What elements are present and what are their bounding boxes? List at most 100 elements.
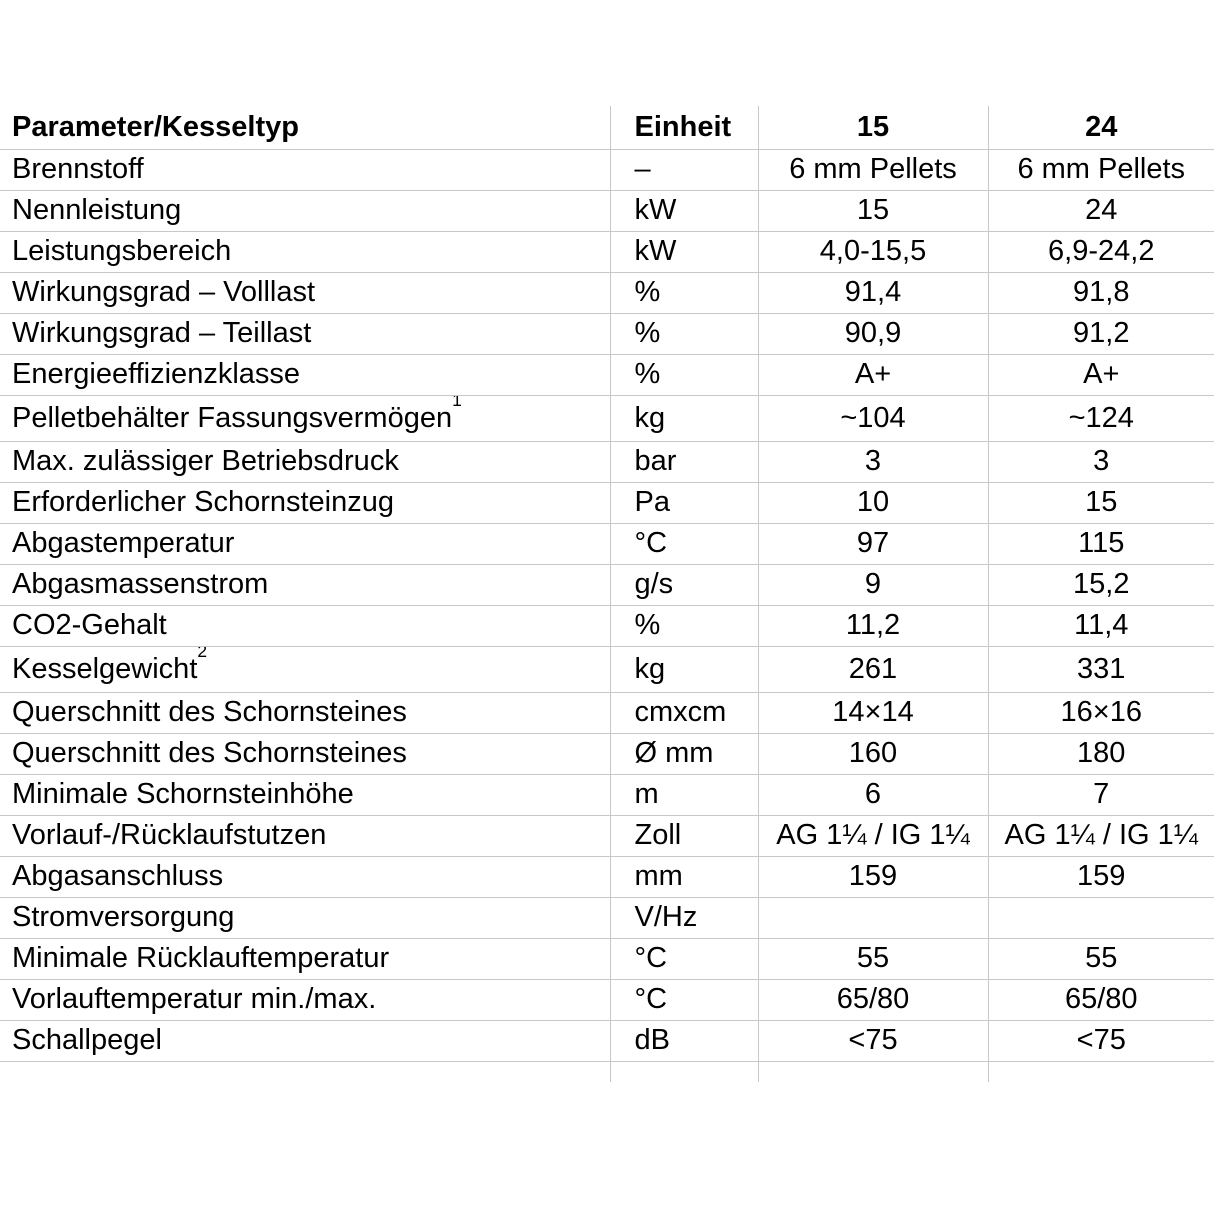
- value-cell-model-24: [988, 897, 1214, 939]
- parameter-cell: Minimale Rücklauftemperatur: [0, 938, 611, 980]
- value-cell-model-15: 9: [758, 564, 989, 606]
- parameter-cell: Leistungsbereich: [0, 231, 611, 273]
- parameter-cell: Querschnitt des Schornsteines: [0, 733, 611, 775]
- header-model-24: 24: [988, 106, 1214, 150]
- value-cell-model-15: 14×14: [758, 692, 989, 734]
- value-cell-model-15: 261: [758, 646, 989, 693]
- unit-cell: –: [610, 149, 759, 191]
- parameter-cell: Vorlauftemperatur min./max.: [0, 979, 611, 1021]
- value-cell-model-24: 6 mm Pellets: [988, 149, 1214, 191]
- parameter-cell: Stromversorgung: [0, 897, 611, 939]
- table-row: Schallpegel dB <75 <75: [0, 1020, 1214, 1062]
- table-row: Brennstoff –6 mm Pellets 6 mm Pellets: [0, 149, 1214, 191]
- unit-cell: °C: [610, 938, 759, 980]
- value-cell-model-24: 16×16: [988, 692, 1214, 734]
- value-cell-model-15: 10: [758, 482, 989, 524]
- parameter-cell: Wirkungsgrad – Teillast: [0, 313, 611, 355]
- table-row: Vorlauftemperatur min./max. °C 65/80 65/80: [0, 979, 1214, 1021]
- unit-cell: %: [610, 272, 759, 314]
- value-cell-model-15: AG 1¼ / IG 1¼: [758, 815, 989, 857]
- unit-cell: m: [610, 774, 759, 816]
- parameter-cell: Wirkungsgrad – Volllast: [0, 272, 611, 314]
- value-cell-model-15: 15: [758, 190, 989, 232]
- value-cell-model-15: 6 mm Pellets: [758, 149, 989, 191]
- table-row: Max. zulässiger Betriebsdruck bar 3 3: [0, 441, 1214, 483]
- parameter-cell: Nennleistung: [0, 190, 611, 232]
- value-cell-model-24: 7: [988, 774, 1214, 816]
- table-row: Querschnitt des Schornsteines Ø mm 160 180: [0, 733, 1214, 775]
- table-row: Wirkungsgrad – Teillast% 90,9 91,2: [0, 313, 1214, 355]
- value-cell-model-15: 90,9: [758, 313, 989, 355]
- unit-cell: kW: [610, 231, 759, 273]
- parameter-cell: Brennstoff: [0, 149, 611, 191]
- table-row: Leistungsbereich kW 4,0-15,5 6,9-24,2: [0, 231, 1214, 273]
- table-header: Parameter/Kesseltyp Einheit 15 24: [0, 106, 1214, 150]
- unit-cell: V/Hz: [610, 897, 759, 939]
- header-row: Parameter/Kesseltyp Einheit 15 24: [0, 106, 1214, 150]
- value-cell-model-24: 3: [988, 441, 1214, 483]
- table-row: Erforderlicher Schornsteinzug Pa 10 15: [0, 482, 1214, 524]
- table-row: Abgasanschluss mm 159 159: [0, 856, 1214, 898]
- unit-cell: cmxcm: [610, 692, 759, 734]
- value-cell-model-24: [988, 1061, 1214, 1082]
- table-row: Vorlauf-/Rücklaufstutzen Zoll AG 1¼ / IG 1…: [0, 815, 1214, 857]
- parameter-cell: Erforderlicher Schornsteinzug: [0, 482, 611, 524]
- empty-row: [0, 1061, 1214, 1082]
- header-unit: Einheit: [610, 106, 759, 150]
- table-row: Nennleistung kW 15 24: [0, 190, 1214, 232]
- unit-cell: bar: [610, 441, 759, 483]
- value-cell-model-15: 97: [758, 523, 989, 565]
- value-cell-model-24: 6,9-24,2: [988, 231, 1214, 273]
- value-cell-model-15: [758, 1061, 989, 1082]
- table-row: Abgastemperatur °C 97 115: [0, 523, 1214, 565]
- parameter-cell: CO2-Gehalt: [0, 605, 611, 647]
- unit-cell: Ø mm: [610, 733, 759, 775]
- footnote-marker: 2: [197, 646, 208, 662]
- parameter-cell: Pelletbehälter Fassungsvermögen1: [0, 395, 611, 442]
- parameter-cell: Max. zulässiger Betriebsdruck: [0, 441, 611, 483]
- unit-cell: mm: [610, 856, 759, 898]
- value-cell-model-24: ~124: [988, 395, 1214, 442]
- value-cell-model-24: 91,2: [988, 313, 1214, 355]
- value-cell-model-24: 180: [988, 733, 1214, 775]
- parameter-cell: Abgastemperatur: [0, 523, 611, 565]
- parameter-cell: Minimale Schornsteinhöhe: [0, 774, 611, 816]
- value-cell-model-24: 15,2: [988, 564, 1214, 606]
- unit-cell: kW: [610, 190, 759, 232]
- value-cell-model-15: 11,2: [758, 605, 989, 647]
- value-cell-model-15: ~104: [758, 395, 989, 442]
- unit-cell: [610, 1061, 759, 1082]
- table-row: Wirkungsgrad – Volllast% 91,4 91,8: [0, 272, 1214, 314]
- value-cell-model-15: [758, 897, 989, 939]
- table-row: Minimale Schornsteinhöhe m 6 7: [0, 774, 1214, 816]
- table-row: Stromversorgung V/Hz: [0, 897, 1214, 939]
- parameter-cell: Querschnitt des Schornsteines: [0, 692, 611, 734]
- value-cell-model-24: 115: [988, 523, 1214, 565]
- unit-cell: Pa: [610, 482, 759, 524]
- value-cell-model-15: A+: [758, 354, 989, 396]
- value-cell-model-24: <75: [988, 1020, 1214, 1062]
- spec-table: Parameter/Kesseltyp Einheit 15 24 Brenns…: [0, 106, 1214, 1082]
- unit-cell: %: [610, 605, 759, 647]
- value-cell-model-15: 4,0-15,5: [758, 231, 989, 273]
- value-cell-model-24: 15: [988, 482, 1214, 524]
- parameter-cell: Kesselgewicht2: [0, 646, 611, 693]
- value-cell-model-15: 91,4: [758, 272, 989, 314]
- table-row: Minimale Rücklauftemperatur °C 55 55: [0, 938, 1214, 980]
- table-row: Abgasmassenstrom g/s 9 15,2: [0, 564, 1214, 606]
- value-cell-model-15: 6: [758, 774, 989, 816]
- value-cell-model-24: 331: [988, 646, 1214, 693]
- table-row: Energieeffizienzklasse% A+ A+: [0, 354, 1214, 396]
- value-cell-model-15: 3: [758, 441, 989, 483]
- parameter-cell: Abgasmassenstrom: [0, 564, 611, 606]
- value-cell-model-24: 65/80: [988, 979, 1214, 1021]
- value-cell-model-24: 11,4: [988, 605, 1214, 647]
- unit-cell: kg: [610, 646, 759, 693]
- unit-cell: °C: [610, 523, 759, 565]
- value-cell-model-15: 160: [758, 733, 989, 775]
- value-cell-model-24: AG 1¼ / IG 1¼: [988, 815, 1214, 857]
- value-cell-model-15: <75: [758, 1020, 989, 1062]
- table-row: Kesselgewicht2 kg 261 331: [0, 646, 1214, 693]
- unit-cell: %: [610, 313, 759, 355]
